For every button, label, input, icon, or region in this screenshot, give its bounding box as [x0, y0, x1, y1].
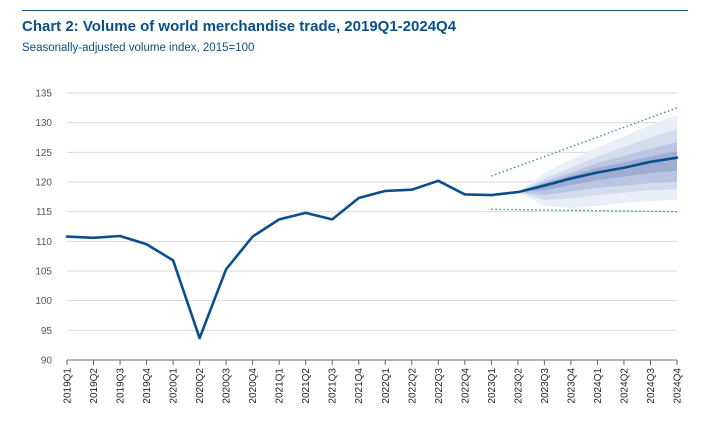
x-tick-label-2021Q3: 2021Q3 [328, 368, 339, 404]
chart-subtitle: Seasonally-adjusted volume index, 2015=1… [22, 42, 255, 54]
y-tick-label-110: 110 [36, 237, 52, 248]
x-tick-label-2019Q3: 2019Q3 [116, 368, 127, 404]
y-tick-label-100: 100 [35, 296, 52, 307]
y-tick-labels: 90 95 100 105 110 115 120 125 130 135 [35, 89, 52, 367]
x-tick-label-2020Q3: 2020Q3 [222, 368, 233, 404]
x-tick-label-2022Q3: 2022Q3 [434, 368, 445, 404]
x-tick-label-2024Q3: 2024Q3 [646, 368, 657, 404]
y-tick-label-125: 125 [35, 148, 52, 159]
x-tick-labels: 2019Q1 2019Q2 2019Q3 2019Q4 2020Q1 2020Q2 2020… [63, 368, 684, 404]
dotted-bounds [491, 107, 678, 213]
x-tick-label-2019Q2: 2019Q2 [89, 368, 100, 404]
x-tick-label-2019Q4: 2019Q4 [142, 368, 153, 404]
x-tick-label-2021Q1: 2021Q1 [275, 368, 286, 404]
y-tick-label-105: 105 [35, 267, 52, 278]
x-tick-label-2023Q3: 2023Q3 [540, 368, 551, 404]
x-tick-label-2019Q1: 2019Q1 [63, 368, 74, 404]
x-tick-label-2023Q1: 2023Q1 [487, 368, 498, 404]
x-tick-label-2024Q2: 2024Q2 [619, 368, 630, 404]
y-tick-label-120: 120 [35, 178, 52, 189]
chart-title: Chart 2: Volume of world merchandise tra… [22, 18, 457, 35]
x-tick-label-2022Q2: 2022Q2 [407, 368, 418, 404]
grid-lines [67, 92, 677, 331]
y-tick-label-115: 115 [36, 207, 52, 218]
dotted-upper-line [491, 107, 678, 177]
x-tick-label-2020Q1: 2020Q1 [169, 368, 180, 404]
x-tick-label-2024Q1: 2024Q1 [593, 368, 604, 404]
x-axis [66, 359, 678, 365]
x-tick-label-2024Q4: 2024Q4 [673, 368, 684, 404]
top-rule [22, 10, 688, 11]
y-tick-label-95: 95 [41, 326, 53, 337]
series-line-1 [65, 156, 679, 340]
x-tick-label-2021Q4: 2021Q4 [354, 368, 365, 404]
x-tick-label-2022Q1: 2022Q1 [381, 368, 392, 404]
y-tick-label-130: 130 [35, 118, 52, 129]
x-tick-label-2020Q4: 2020Q4 [248, 368, 259, 404]
x-tick-label-2023Q2: 2023Q2 [513, 368, 524, 404]
x-tick-label-2023Q4: 2023Q4 [566, 368, 577, 404]
x-tick-label-2022Q4: 2022Q4 [460, 368, 471, 404]
dotted-lower-line [491, 208, 678, 213]
y-tick-label-135: 135 [35, 89, 52, 100]
x-tick-label-2020Q2: 2020Q2 [195, 368, 206, 404]
series-lines [65, 156, 679, 340]
x-tick-label-2021Q2: 2021Q2 [301, 368, 312, 404]
y-tick-label-90: 90 [41, 356, 53, 367]
